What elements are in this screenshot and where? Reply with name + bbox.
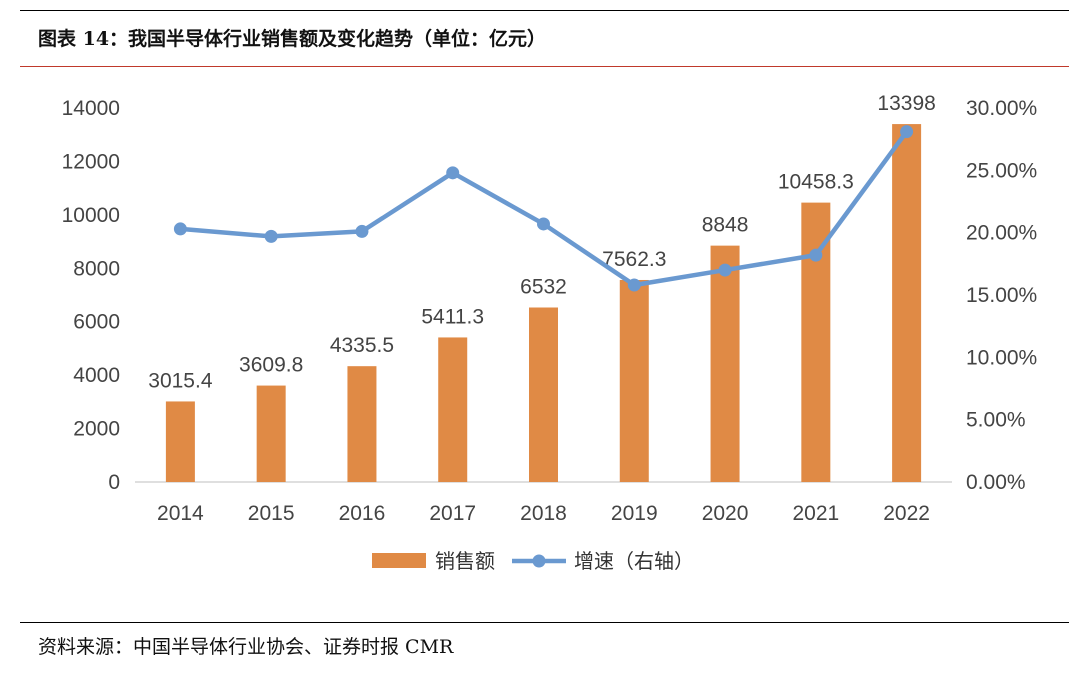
bar: [256, 385, 286, 482]
bar: [165, 401, 195, 482]
legend-bar-label: 销售额: [435, 550, 495, 573]
bar: [529, 307, 558, 482]
x-tick-label: 2014: [157, 502, 204, 525]
bar-data-label: 7562.3: [602, 248, 666, 271]
bar-data-label: 3015.4: [148, 369, 213, 392]
x-tick-label: 2019: [611, 502, 658, 525]
top-rule: [20, 10, 1069, 11]
left-tick-label: 14000: [62, 97, 120, 120]
line-series: [173, 125, 914, 292]
growth-point: [173, 222, 187, 236]
left-tick-label: 0: [108, 471, 120, 494]
right-tick-label: 15.00%: [966, 284, 1037, 307]
legend-line-marker: [532, 554, 546, 568]
title-rule: [20, 66, 1069, 67]
bar-data-label: 10458.3: [778, 171, 854, 194]
bar-data-labels: 3015.4 3609.8 4335.5 5411.3 6532 7562.3 8848 10…: [148, 92, 936, 392]
right-axis: 0.00% 5.00% 10.00% 15.00% 20.00% 25.00% 30.00%: [966, 97, 1037, 494]
left-tick-label: 4000: [73, 364, 120, 387]
bar: [710, 245, 740, 482]
right-tick-label: 25.00%: [966, 159, 1037, 182]
left-axis: 0 2000 4000 6000 8000 10000 12000 14000: [62, 97, 120, 494]
bar-series: [165, 124, 922, 482]
bar: [619, 279, 649, 482]
x-tick-label: 2016: [339, 502, 386, 525]
source-note: 资料来源：中国半导体行业协会、证券时报 CMR: [38, 636, 454, 658]
figure-title: 图表 14：我国半导体行业销售额及变化趋势（单位：亿元）: [38, 28, 547, 50]
right-tick-label: 10.00%: [966, 346, 1037, 369]
bar-data-label: 5411.3: [421, 305, 484, 328]
x-tick-label: 2017: [429, 502, 476, 525]
left-tick-label: 10000: [62, 204, 120, 227]
bar: [347, 366, 377, 482]
growth-point: [809, 248, 823, 262]
growth-point: [355, 224, 369, 238]
x-tick-label: 2018: [520, 502, 567, 525]
bar-data-label: 8848: [702, 214, 749, 237]
left-tick-label: 2000: [73, 418, 120, 441]
left-tick-label: 12000: [62, 150, 120, 173]
right-tick-label: 20.00%: [966, 222, 1037, 245]
left-tick-label: 6000: [73, 311, 120, 334]
left-tick-label: 8000: [73, 257, 120, 280]
legend: 销售额 增速（右轴）: [372, 550, 694, 573]
growth-point: [264, 229, 278, 243]
x-tick-label: 2022: [883, 502, 930, 525]
bottom-rule: [20, 622, 1069, 623]
growth-point: [537, 217, 550, 231]
x-tick-label: 2021: [792, 502, 839, 525]
legend-line-label: 增速（右轴）: [574, 550, 694, 573]
legend-bar-swatch: [372, 553, 426, 568]
growth-point: [627, 278, 641, 292]
x-tick-label: 2015: [248, 502, 295, 525]
bar-data-label: 6532: [520, 276, 567, 299]
growth-point: [718, 263, 732, 277]
growth-point: [446, 166, 460, 180]
growth-point: [900, 125, 914, 139]
bar-data-label: 4335.5: [330, 334, 394, 357]
bar: [438, 337, 468, 482]
right-tick-label: 5.00%: [966, 409, 1026, 432]
bar: [892, 124, 922, 482]
growth-line: [180, 130, 909, 288]
x-tick-label: 2020: [702, 502, 749, 525]
right-tick-label: 30.00%: [966, 97, 1037, 120]
bar-data-label: 3609.8: [239, 354, 303, 377]
bar-data-label: 13398: [877, 92, 935, 115]
x-axis: 2014 2015 2016 2017 2018 2019 2020 2021 2022: [135, 481, 952, 525]
right-tick-label: 0.00%: [966, 471, 1026, 494]
